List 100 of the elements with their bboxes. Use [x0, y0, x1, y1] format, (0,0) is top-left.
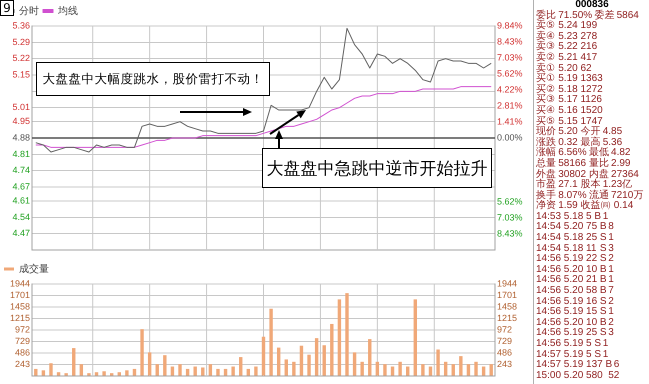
text: 14:56 5.20 10 B 2	[536, 316, 615, 328]
y2-tick-label: 486	[497, 347, 512, 358]
y2-tick-label: 7.03%	[497, 212, 523, 222]
bar	[406, 366, 410, 376]
y-tick-label: 1701	[10, 290, 30, 300]
bar	[102, 371, 106, 376]
text: 涨幅 6.56% 最低 4.82	[536, 147, 632, 158]
bar	[148, 352, 152, 376]
text: 14:56 5.19 5 S 1	[536, 338, 610, 350]
text: 卖② 5.21 417	[536, 52, 598, 63]
y2-tick-label: 5.62%	[497, 68, 523, 79]
y2-tick-label: 1.41%	[497, 116, 523, 126]
y2-tick-label: 9.84%	[497, 20, 523, 30]
text: 14:56 5.19 15 S 1	[536, 306, 615, 318]
y-tick-label: 729	[14, 336, 30, 346]
y2-tick-label: 1458	[497, 301, 518, 312]
y-tick-label: 243	[14, 358, 30, 369]
text: 14:54 5.18 25 S 1	[536, 232, 615, 244]
text: 14:56 5.20 21 B 1	[536, 274, 615, 286]
text: 14:56 5.19 22 S 2	[536, 253, 615, 265]
bar	[292, 362, 296, 376]
bar	[193, 366, 197, 376]
text: 14:56 5.19 16 S 2	[536, 296, 615, 307]
bar	[156, 364, 159, 376]
bar	[170, 366, 174, 376]
bar	[94, 372, 98, 376]
y-tick-label: 486	[14, 347, 30, 358]
bar	[360, 362, 364, 376]
y-tick-label: 5.36	[12, 20, 30, 30]
annotation: 大盘盘中大幅度跳水，股价雷打不动！	[36, 62, 270, 96]
text: 14:56 5.20 58 B 7	[536, 285, 615, 297]
y-tick-label: 4.74	[12, 165, 30, 176]
bar	[140, 329, 144, 376]
bar	[338, 299, 342, 376]
text: 14:57 5.19 5 S 1	[536, 348, 610, 360]
text: 15:00 5.20 580 52	[536, 370, 620, 382]
bar	[224, 368, 228, 376]
y2-tick-label: 1701	[497, 290, 518, 300]
y2-tick-label: 7.03%	[497, 52, 523, 62]
bar	[56, 372, 60, 376]
bar	[208, 364, 212, 376]
bar	[322, 345, 326, 376]
legend-label: 分时	[19, 4, 39, 17]
y-tick-label: 4.61	[12, 195, 30, 206]
text: 000836	[574, 0, 610, 10]
y-tick-label: 5.15	[12, 69, 30, 80]
bar	[125, 370, 129, 376]
y-tick-label: 5.01	[12, 102, 30, 112]
y2-tick-label: 5.62%	[497, 196, 523, 206]
bar	[330, 324, 334, 376]
y-tick-label: 4.95	[12, 116, 30, 126]
bar	[482, 366, 486, 376]
annotation: 大盘盘中急跳中逆市开始拉升	[262, 148, 492, 188]
bar	[383, 364, 387, 376]
text: 涨跌 0.32 最高 5.36	[536, 136, 624, 148]
bar	[368, 339, 372, 376]
text: 卖④ 5.23 278	[536, 30, 598, 42]
bar	[436, 350, 440, 376]
y-tick-label: 972	[14, 324, 30, 334]
text: 卖③ 5.22 216	[536, 41, 598, 52]
text: 买① 5.19 1363	[536, 73, 604, 84]
text: 9	[0, 0, 14, 16]
bar	[444, 362, 448, 376]
y2-tick-label: 8.43%	[497, 228, 523, 238]
y2-tick-label: 0.00%	[497, 132, 523, 142]
bar	[452, 364, 455, 376]
text: 买⑤ 5.15 1747	[536, 116, 604, 127]
bar	[201, 367, 204, 376]
bar	[314, 338, 318, 376]
y-tick-label: 5.22	[12, 53, 30, 64]
text: 14:56 5.20 10 B 1	[536, 264, 615, 275]
text: 14:53 5.18 5 B 1	[536, 210, 610, 222]
text: 买④ 5.16 1520	[536, 104, 604, 116]
bar	[186, 368, 190, 376]
text: 市盈 27.1 股本 1.23亿	[536, 179, 634, 190]
y-tick-label: 1458	[10, 301, 30, 312]
y2-tick-label: 1215	[497, 312, 518, 323]
text: 14:56 5.19 25 S 3	[536, 327, 615, 339]
bar	[421, 364, 425, 376]
y-tick-label: 1944	[10, 278, 30, 288]
text: 外盘 30802 内盘 27364	[536, 168, 640, 180]
bar	[269, 308, 273, 376]
text: 买③ 5.17 1126	[536, 94, 603, 106]
text: 净资 1.59 收益㈣ 0.14	[536, 200, 634, 212]
text: 委比 71.50% 委差 5864	[536, 10, 640, 21]
text: 14:57 5.19 137 B 6	[536, 359, 620, 371]
y2-tick-label: 4.22%	[497, 84, 523, 94]
legend-label: 成交量	[19, 262, 49, 275]
bar	[376, 362, 380, 376]
bar	[80, 364, 84, 376]
y2-tick-label: 2.81%	[497, 100, 523, 110]
y2-tick-label: 8.43%	[497, 36, 523, 47]
text: 卖① 5.20 62	[536, 62, 593, 74]
y-tick-label: 4.54	[12, 212, 30, 222]
text: 14:54 5.18 11 S 3	[536, 242, 615, 254]
bar	[72, 348, 76, 376]
bar	[118, 372, 121, 376]
bar	[352, 352, 356, 376]
y-tick-label: 4.88	[12, 132, 30, 142]
bar	[300, 346, 304, 376]
